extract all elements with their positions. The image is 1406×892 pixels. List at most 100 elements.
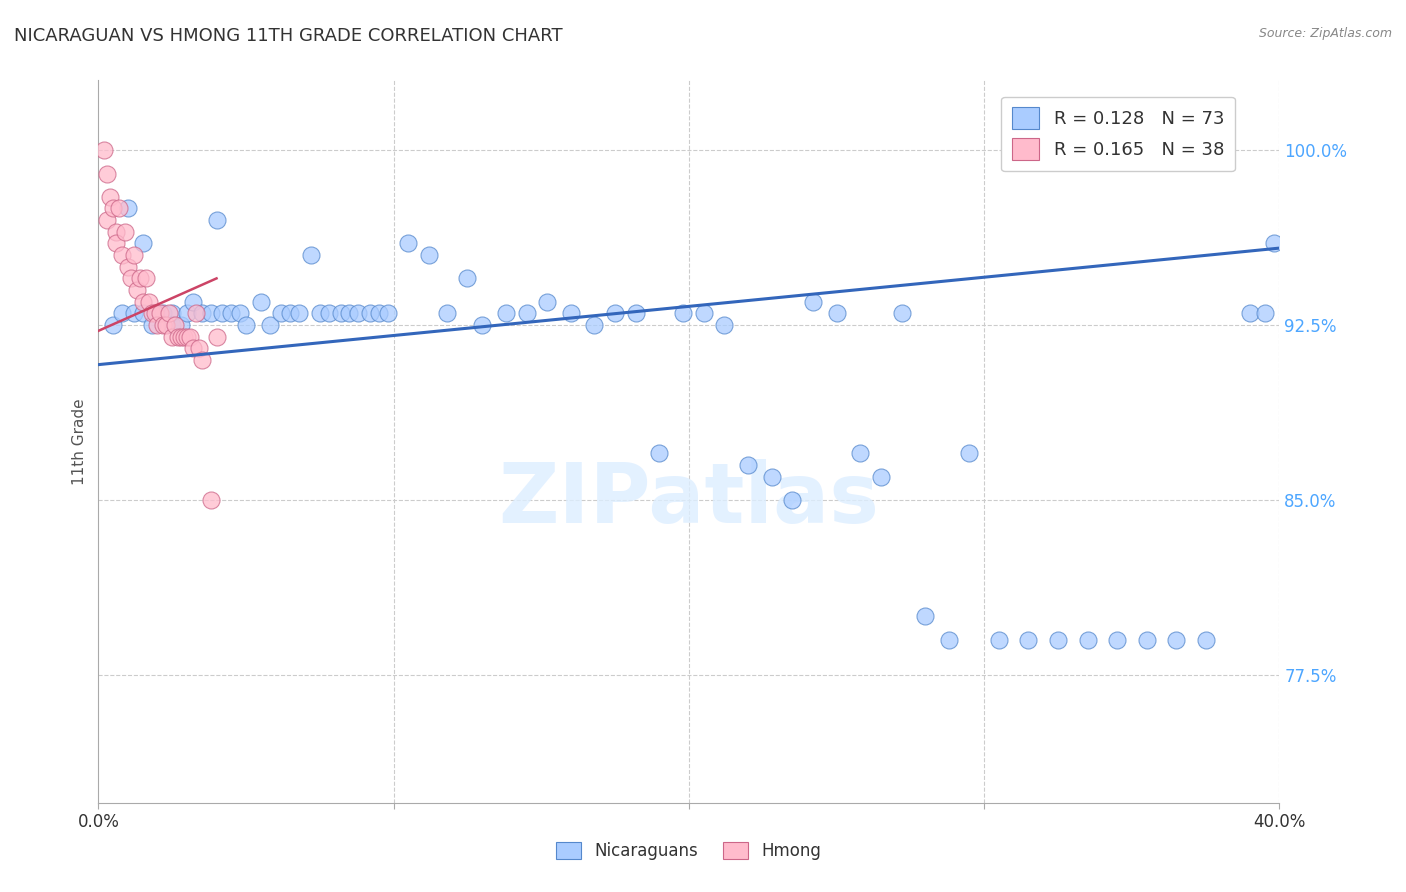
Point	[299, 248, 322, 262]
Point	[120, 271, 142, 285]
Point	[560, 306, 582, 320]
Point	[737, 458, 759, 472]
Point	[825, 306, 848, 320]
Point	[368, 306, 391, 320]
Point	[329, 306, 352, 320]
Point	[170, 318, 193, 332]
Point	[1136, 632, 1159, 647]
Point	[173, 329, 195, 343]
Point	[318, 306, 340, 320]
Point	[339, 306, 361, 320]
Point	[988, 632, 1011, 647]
Point	[132, 236, 155, 251]
Point	[347, 306, 370, 320]
Point	[1018, 632, 1040, 647]
Point	[1263, 236, 1285, 251]
Point	[359, 306, 381, 320]
Point	[122, 306, 145, 320]
Point	[398, 236, 420, 251]
Point	[162, 329, 183, 343]
Point	[181, 294, 204, 309]
Point	[890, 306, 912, 320]
Point	[176, 329, 198, 343]
Point	[516, 306, 538, 320]
Point	[165, 318, 187, 332]
Point	[105, 236, 128, 251]
Point	[309, 306, 332, 320]
Point	[181, 341, 204, 355]
Point	[1239, 306, 1261, 320]
Point	[250, 294, 273, 309]
Point	[436, 306, 458, 320]
Point	[149, 306, 172, 320]
Point	[418, 248, 440, 262]
Point	[288, 306, 311, 320]
Point	[672, 306, 695, 320]
Point	[605, 306, 627, 320]
Legend: Nicaraguans, Hmong: Nicaraguans, Hmong	[550, 835, 828, 867]
Point	[583, 318, 606, 332]
Point	[179, 329, 201, 343]
Point	[152, 318, 174, 332]
Point	[162, 318, 183, 332]
Point	[191, 353, 214, 368]
Point	[122, 248, 145, 262]
Text: Source: ZipAtlas.com: Source: ZipAtlas.com	[1258, 27, 1392, 40]
Point	[457, 271, 479, 285]
Point	[114, 225, 136, 239]
Point	[1195, 632, 1218, 647]
Point	[270, 306, 292, 320]
Point	[495, 306, 517, 320]
Point	[184, 306, 207, 320]
Point	[170, 329, 193, 343]
Point	[135, 271, 157, 285]
Point	[938, 632, 960, 647]
Point	[103, 202, 125, 216]
Point	[143, 306, 166, 320]
Point	[235, 318, 257, 332]
Point	[128, 271, 150, 285]
Point	[176, 306, 198, 320]
Point	[155, 318, 177, 332]
Point	[157, 306, 180, 320]
Point	[103, 318, 125, 332]
Point	[914, 609, 936, 624]
Point	[693, 306, 716, 320]
Point	[108, 202, 131, 216]
Point	[111, 248, 134, 262]
Point	[205, 213, 228, 227]
Y-axis label: 11th Grade: 11th Grade	[72, 398, 87, 485]
Point	[221, 306, 243, 320]
Point	[624, 306, 647, 320]
Point	[713, 318, 735, 332]
Point	[648, 446, 671, 460]
Point	[105, 225, 128, 239]
Point	[782, 492, 804, 507]
Point	[96, 167, 118, 181]
Point	[1107, 632, 1129, 647]
Point	[959, 446, 981, 460]
Point	[1077, 632, 1099, 647]
Text: NICARAGUAN VS HMONG 11TH GRADE CORRELATION CHART: NICARAGUAN VS HMONG 11TH GRADE CORRELATI…	[14, 27, 562, 45]
Point	[98, 190, 121, 204]
Point	[132, 306, 155, 320]
Point	[211, 306, 233, 320]
Point	[377, 306, 399, 320]
Point	[111, 306, 134, 320]
Point	[141, 318, 163, 332]
Point	[167, 329, 190, 343]
Point	[849, 446, 872, 460]
Point	[280, 306, 302, 320]
Point	[117, 202, 139, 216]
Point	[870, 469, 893, 483]
Point	[132, 294, 155, 309]
Point	[801, 294, 824, 309]
Point	[1046, 632, 1070, 647]
Point	[162, 306, 183, 320]
Point	[1166, 632, 1188, 647]
Point	[1254, 306, 1277, 320]
Point	[96, 213, 118, 227]
Point	[205, 329, 228, 343]
Point	[146, 306, 169, 320]
Point	[141, 306, 163, 320]
